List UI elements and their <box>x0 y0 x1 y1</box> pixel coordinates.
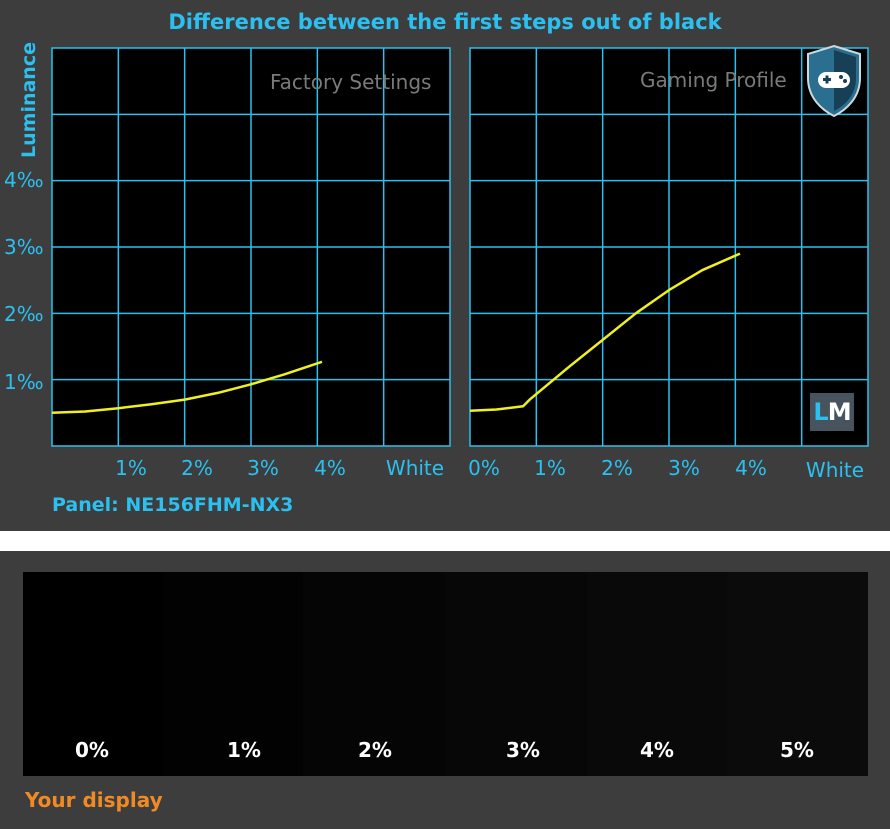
plot-title-factory: Factory Settings <box>270 70 432 94</box>
luminance-curve <box>469 252 741 413</box>
black-level-swatch <box>303 572 445 776</box>
swatch-label: 2% <box>358 738 392 762</box>
panel-model-label: Panel: NE156FHM-NX3 <box>52 494 294 516</box>
x-tick-label: 3% <box>668 456 700 480</box>
plot-gaming-profile <box>469 47 869 447</box>
swatch-label: 5% <box>780 738 814 762</box>
plot-factory-settings <box>51 47 451 447</box>
black-level-swatch <box>727 572 868 776</box>
y-tick-label: 1‰ <box>4 370 44 394</box>
black-level-swatch <box>445 572 587 776</box>
black-level-swatch <box>163 572 303 776</box>
y-tick-label: 2‰ <box>4 302 44 326</box>
swatch-label: 4% <box>640 738 674 762</box>
your-display-label: Your display <box>25 788 163 812</box>
black-level-swatch <box>23 572 163 776</box>
x-tick-label: 1% <box>115 456 147 480</box>
x-tick-label: 0% <box>468 456 500 480</box>
x-tick-label: 1% <box>534 456 566 480</box>
gamepad-shield-icon <box>807 44 861 118</box>
swatch-label: 3% <box>506 738 540 762</box>
y-tick-label: 4‰ <box>4 168 44 192</box>
luminance-curve <box>51 360 323 415</box>
x-tick-label: White <box>385 456 445 480</box>
chart-title: Difference between the first steps out o… <box>168 10 722 34</box>
y-tick-label: 3‰ <box>4 235 44 259</box>
swatch-label: 1% <box>227 738 261 762</box>
x-tick-label: 4% <box>735 456 767 480</box>
lm-logo: LM <box>810 393 854 431</box>
charts-svg <box>51 44 869 447</box>
x-tick-label: 3% <box>247 456 279 480</box>
plot-title-gaming: Gaming Profile <box>640 68 787 92</box>
swatch-label: 0% <box>75 738 109 762</box>
black-level-swatch <box>587 572 727 776</box>
x-tick-label: 2% <box>601 456 633 480</box>
x-tick-label: 4% <box>314 456 346 480</box>
x-tick-label: 2% <box>181 456 213 480</box>
x-tick-label: White <box>805 458 865 482</box>
